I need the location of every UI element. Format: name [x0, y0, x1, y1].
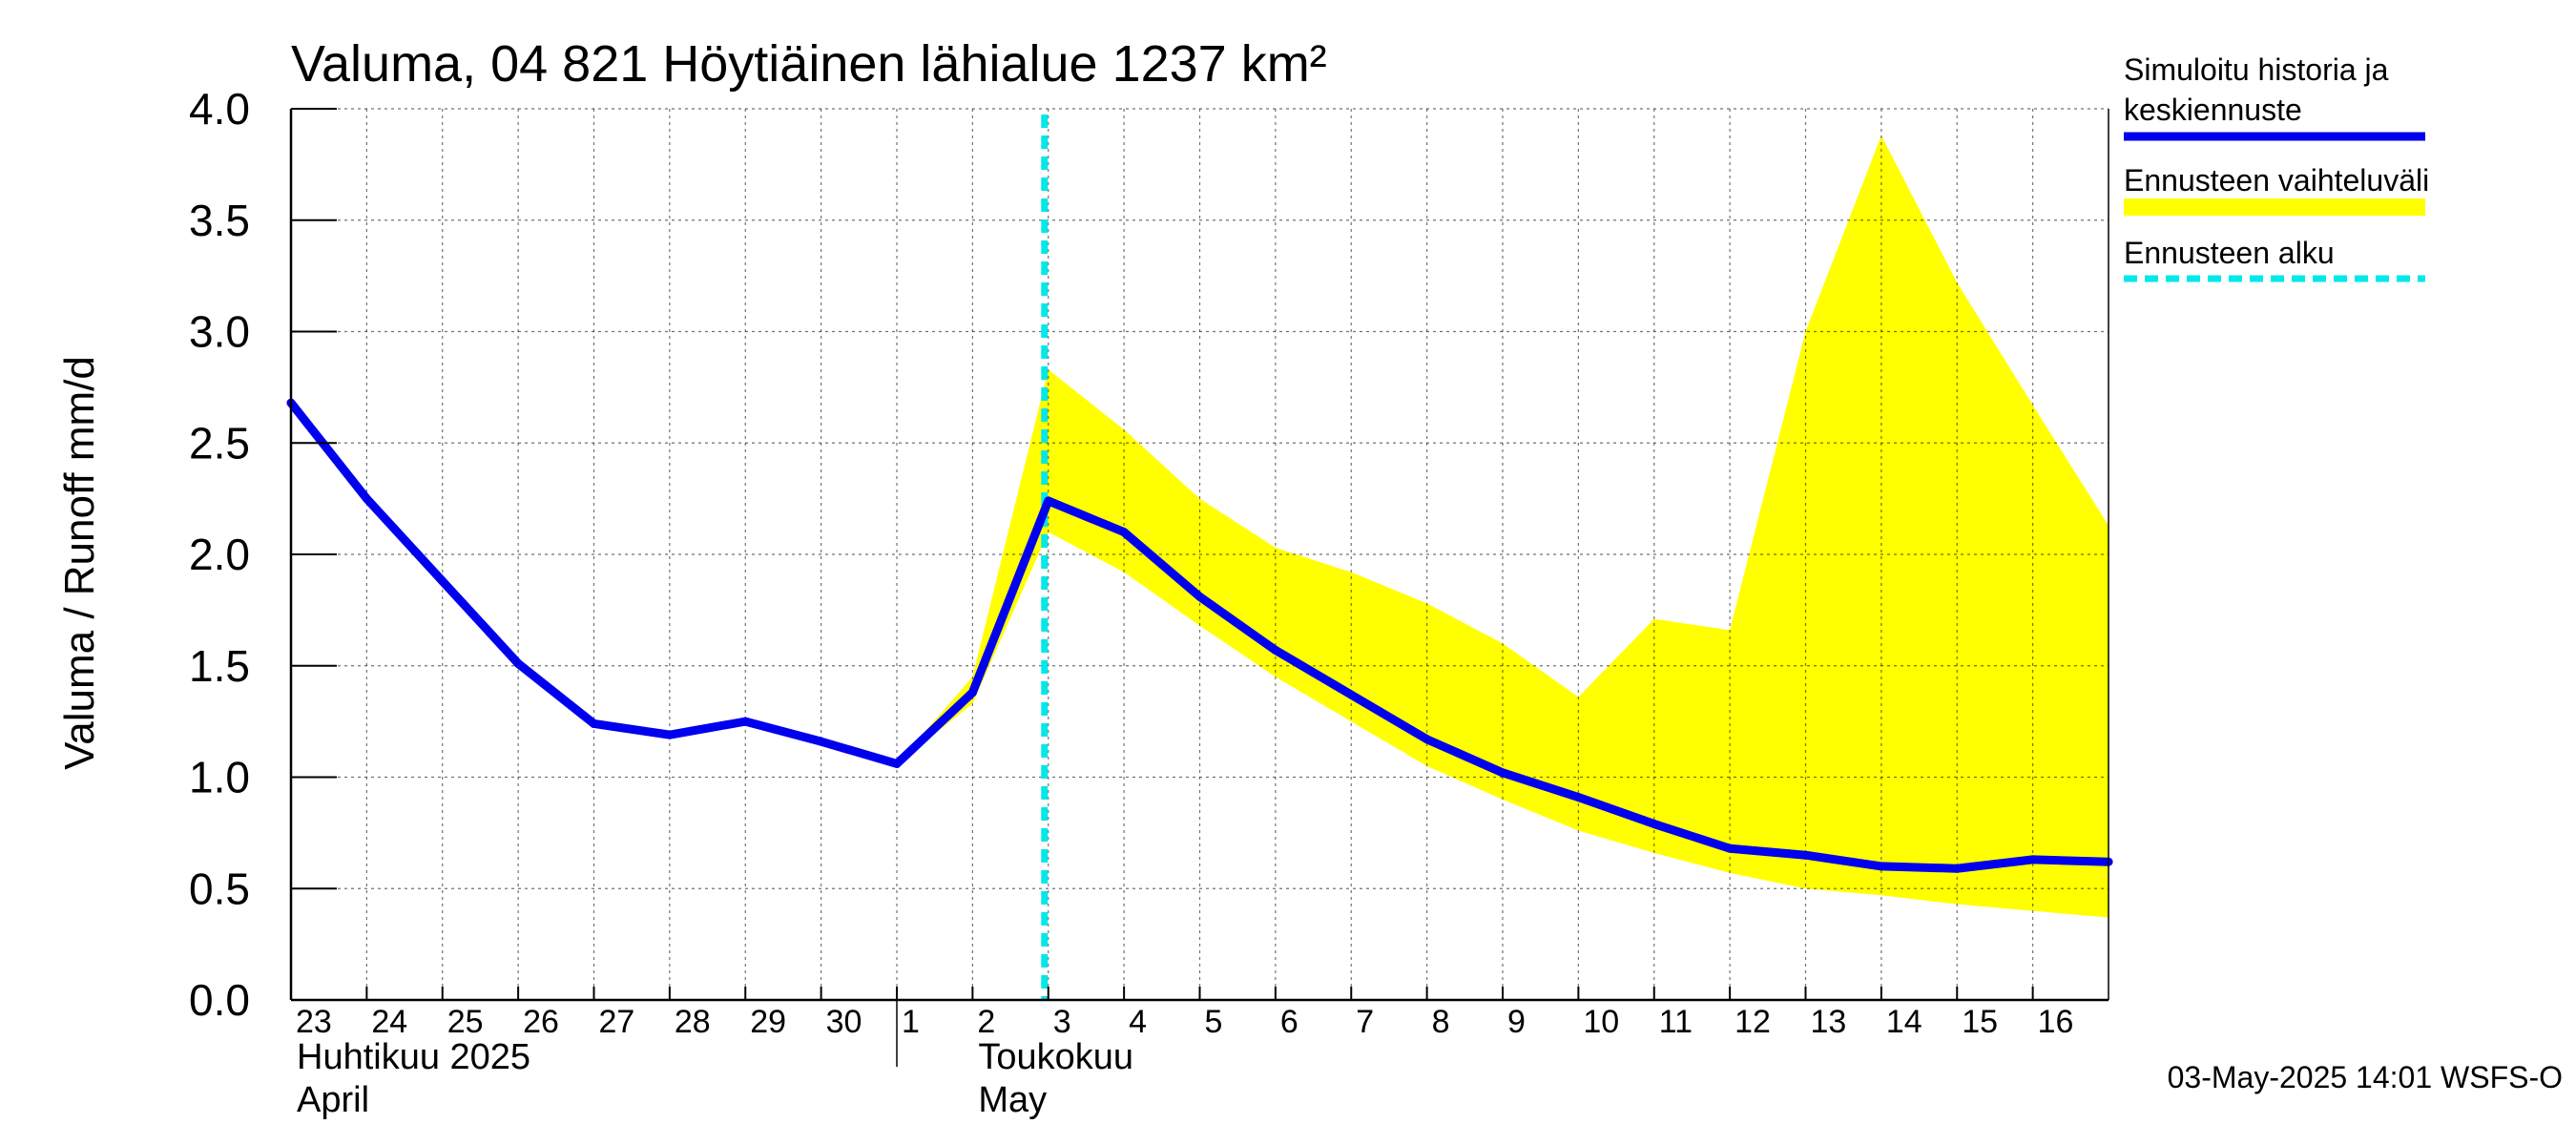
x-tick-label: 15: [1962, 1004, 1998, 1040]
series-point: [590, 718, 598, 728]
y-tick-label: 4.0: [189, 84, 250, 134]
series-point: [1952, 864, 1962, 873]
series-point: [1119, 528, 1129, 537]
y-tick-label: 1.0: [189, 753, 250, 802]
x-tick-label: 7: [1356, 1004, 1374, 1040]
y-axis-label: Valuma / Runoff mm/d: [56, 356, 103, 770]
series-point: [740, 717, 750, 726]
x-tick-label: 10: [1583, 1004, 1619, 1040]
series-point: [1573, 793, 1583, 802]
y-tick-label: 2.5: [189, 418, 250, 468]
legend-label: keskiennuste: [2124, 93, 2302, 127]
grid-layer: [291, 108, 2109, 1000]
series-point: [817, 737, 826, 746]
series-point: [1725, 843, 1735, 853]
y-tick-label: 1.5: [189, 641, 250, 691]
forecast-range-band: [897, 135, 2109, 918]
x-tick-label: 23: [296, 1004, 332, 1040]
x-tick-label: 11: [1659, 1004, 1693, 1040]
month-label-english: May: [978, 1080, 1047, 1120]
x-tick-label: 3: [1053, 1004, 1071, 1040]
x-tick-label: 13: [1811, 1004, 1847, 1040]
legend-label: Simuloitu historia ja: [2124, 52, 2389, 87]
series-point: [1423, 735, 1432, 744]
y-tick-label: 0.0: [189, 975, 250, 1025]
series-point: [362, 494, 371, 504]
month-label: Toukokuu: [978, 1037, 1133, 1077]
forecast-band-layer: [897, 135, 2109, 918]
x-tick-label: 5: [1205, 1004, 1223, 1040]
legend: Simuloitu historia ja keskiennuste Ennuste…: [2124, 52, 2429, 282]
y-tick-label: 2.0: [189, 530, 250, 579]
chart-title: Valuma, 04 821 Höytiäinen lähialue 1237 …: [291, 35, 1327, 93]
series-point: [2028, 855, 2038, 864]
axes-layer: 0.00.51.01.52.02.53.03.54.023 24 25 26 27 28 2…: [189, 84, 2109, 1120]
month-label-english: April: [297, 1080, 369, 1120]
x-tick-label: 6: [1280, 1004, 1298, 1040]
x-tick-label: 4: [1129, 1004, 1147, 1040]
series-point: [513, 658, 523, 668]
x-tick-label: 26: [523, 1004, 559, 1040]
series-point: [438, 576, 447, 586]
x-tick-label: 14: [1886, 1004, 1922, 1040]
x-tick-label: 24: [371, 1004, 407, 1040]
month-label: Huhtikuu 2025: [297, 1037, 530, 1077]
x-tick-label: 27: [599, 1004, 635, 1040]
x-tick-label: 1: [902, 1004, 920, 1040]
footer-timestamp: 03-May-2025 14:01 WSFS-O: [2168, 1060, 2563, 1094]
y-tick-label: 3.5: [189, 196, 250, 245]
legend-label: Ennusteen vaihteluväli: [2124, 163, 2429, 198]
series-point: [892, 759, 902, 768]
y-tick-label: 3.0: [189, 307, 250, 357]
series-point: [1044, 496, 1053, 506]
series-point: [665, 730, 675, 739]
x-tick-label: 12: [1735, 1004, 1771, 1040]
x-tick-label: 25: [447, 1004, 484, 1040]
series-point: [1650, 820, 1659, 829]
series-point: [1271, 645, 1280, 655]
series-point: [1801, 850, 1810, 860]
x-tick-label: 2: [977, 1004, 995, 1040]
series-point: [1346, 690, 1356, 699]
series-point: [1498, 768, 1507, 778]
x-tick-label: 29: [750, 1004, 786, 1040]
series-point: [1877, 862, 1886, 871]
series-point: [1195, 592, 1204, 601]
x-tick-label: 30: [826, 1004, 862, 1040]
x-tick-label: 28: [675, 1004, 711, 1040]
x-tick-label: 9: [1507, 1004, 1526, 1040]
x-tick-label: 8: [1432, 1004, 1450, 1040]
series-point: [967, 688, 977, 697]
legend-label: Ennusteen alku: [2124, 236, 2335, 270]
y-tick-label: 0.5: [189, 864, 250, 913]
x-tick-label: 16: [2038, 1004, 2074, 1040]
